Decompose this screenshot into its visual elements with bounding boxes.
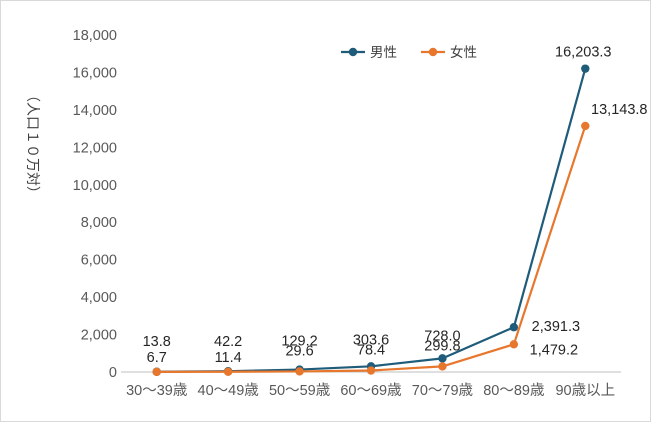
data-labels: 13.8 42.2 129.2 303.6 728.0 2,391.3 16,203.3 6.…: [143, 45, 648, 366]
y-tick-label: 2,000: [81, 328, 117, 344]
x-tick-label: 30～39歳: [126, 382, 187, 399]
y-axis-label: （人口１０万対）: [24, 88, 40, 200]
legend-marker: [428, 47, 438, 57]
legend-label: 女性: [450, 44, 477, 61]
data-point: [509, 323, 519, 332]
y-tick-label: 8,000: [81, 215, 117, 231]
data-label-male: 2,391.3: [532, 319, 580, 335]
x-tick-label: 80～89歳: [483, 382, 544, 399]
data-label-male: 129.2: [281, 333, 317, 349]
series-line-0: [156, 68, 587, 373]
y-tick-label: 18,000: [73, 28, 117, 44]
x-tick-labels: 30～39歳 40～49歳 50～59歳 60～69歳 70～79歳 80～89歳 90歳以…: [126, 382, 615, 399]
y-tick-label: 6,000: [81, 253, 117, 269]
x-tick-label: 90歳以上: [555, 382, 615, 399]
y-tick-label: 16,000: [73, 65, 117, 81]
x-tick-label: 40～49歳: [198, 382, 259, 399]
data-point: [581, 64, 590, 73]
data-point: [223, 367, 233, 376]
data-label-female: 1,479.2: [530, 342, 578, 358]
x-tick-label: 50～59歳: [269, 382, 330, 399]
data-label-male: 16,203.3: [555, 45, 611, 61]
data-label-female: 78.4: [357, 343, 385, 359]
data-label-female: 299.8: [424, 338, 460, 354]
data-point: [438, 362, 447, 371]
legend-label: 男性: [370, 45, 397, 61]
x-tick-label: 60～69歳: [340, 382, 401, 399]
data-point: [152, 367, 161, 377]
y-tick-label: 4,000: [81, 290, 117, 306]
legend: 男性 女性: [341, 44, 477, 61]
data-point: [295, 367, 304, 376]
data-label-male: 13.8: [143, 334, 171, 350]
data-point: [438, 354, 447, 363]
y-tick-labels: 0 2,000 4,000 6,000 8,000 10,000 12,000 14,000 1…: [73, 28, 117, 381]
y-tick-label: 14,000: [73, 103, 117, 119]
data-point: [366, 366, 376, 375]
data-point: [581, 121, 590, 131]
data-label-female: 11.4: [215, 350, 242, 366]
legend-marker: [348, 47, 358, 57]
data-label-female: 6.7: [147, 350, 167, 366]
x-tick-label: 70～79歳: [412, 382, 473, 399]
data-point: [509, 340, 519, 349]
data-label-female: 29.6: [285, 343, 313, 359]
data-label-male: 728.0: [424, 328, 460, 344]
series: [152, 64, 590, 377]
data-label-male: 42.2: [214, 334, 242, 350]
data-label-male: 303.6: [353, 333, 389, 349]
data-label-female: 13,143.8: [591, 102, 647, 118]
y-tick-label: 12,000: [73, 140, 117, 156]
y-tick-label: 10,000: [73, 178, 117, 194]
y-tick-label: 0: [109, 365, 117, 381]
